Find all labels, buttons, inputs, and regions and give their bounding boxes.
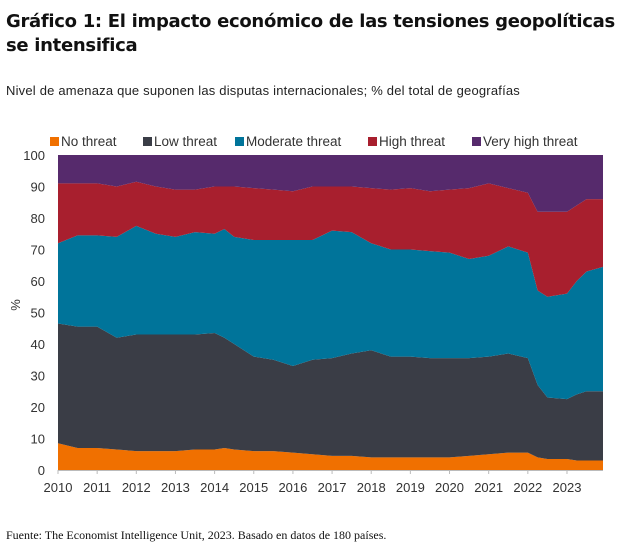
y-tick-label: 80: [31, 211, 45, 226]
legend-swatch: [368, 137, 377, 146]
y-axis-label: %: [8, 299, 23, 311]
legend-swatch: [472, 137, 481, 146]
legend-swatch: [143, 137, 152, 146]
x-tick-label: 2018: [357, 480, 386, 495]
y-tick-label: 30: [31, 369, 45, 384]
y-tick-label: 0: [38, 463, 45, 478]
x-tick-label: 2017: [318, 480, 347, 495]
area-moderate-threat: [58, 225, 603, 400]
legend-label: Moderate threat: [246, 134, 342, 149]
chart-subtitle: Nivel de amenaza que suponen las disputa…: [6, 83, 521, 98]
y-tick-label: 100: [23, 148, 45, 163]
x-tick-label: 2010: [44, 480, 73, 495]
chart-title: Gráfico 1: El impacto económico de las t…: [6, 11, 615, 56]
x-tick-label: 2019: [396, 480, 425, 495]
y-tick-label: 40: [31, 337, 45, 352]
area-high-threat: [58, 181, 603, 297]
x-tick-label: 2021: [474, 480, 503, 495]
y-tick-label: 90: [31, 180, 45, 195]
x-tick-label: 2016: [278, 480, 307, 495]
y-tick-label: 50: [31, 306, 45, 321]
legend-label: No threat: [61, 134, 117, 149]
stacked-area-chart: 0 10 20 30 40 50 60 70 80 90 100 2010 2011 2012 2013 2…: [8, 134, 603, 495]
source-note: Fuente: The Economist Intelligence Unit,…: [6, 528, 387, 542]
area-very-high-threat: [58, 155, 603, 212]
area-low-threat: [58, 323, 603, 461]
x-tick-label: 2015: [239, 480, 268, 495]
x-tick-label: 2013: [161, 480, 190, 495]
x-tick-label: 2020: [435, 480, 464, 495]
y-tick-label: 60: [31, 274, 45, 289]
area-no-threat: [58, 443, 603, 470]
y-tick-label: 20: [31, 400, 45, 415]
y-tick-label: 10: [31, 432, 45, 447]
legend-label: High threat: [379, 134, 445, 149]
legend-label: Low threat: [154, 134, 217, 149]
x-tick-label: 2012: [122, 480, 151, 495]
legend-swatch: [50, 137, 59, 146]
x-tick-label: 2011: [83, 480, 111, 495]
x-tick-label: 2014: [200, 480, 229, 495]
y-tick-label: 70: [31, 243, 45, 258]
legend-label: Very high threat: [483, 134, 578, 149]
x-tick-label: 2023: [553, 480, 582, 495]
legend-swatch: [235, 137, 244, 146]
x-tick-label: 2022: [513, 480, 542, 495]
